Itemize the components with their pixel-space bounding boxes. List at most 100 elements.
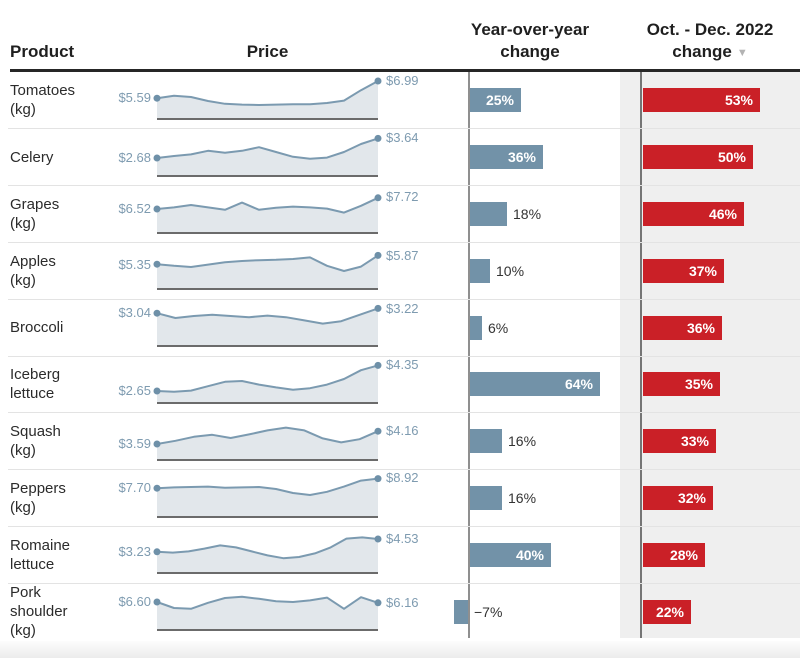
price-end-label: $6.99 bbox=[386, 73, 419, 88]
yoy-change-bar: 36% bbox=[470, 145, 543, 170]
yoy-change-value: 18% bbox=[513, 206, 542, 222]
sparkline-end-dot bbox=[374, 535, 382, 543]
period-change-value: 53% bbox=[724, 92, 753, 109]
price-sparkline bbox=[153, 252, 382, 291]
sparkline-end-dot bbox=[374, 427, 382, 435]
sparkline-start-dot bbox=[153, 94, 161, 102]
yoy-change-value: 25% bbox=[485, 92, 514, 109]
sparkline-line bbox=[156, 477, 379, 496]
product-label-line: Celery bbox=[10, 148, 54, 166]
product-label-line: (kg) bbox=[10, 215, 36, 232]
price-end-label: $3.64 bbox=[386, 130, 419, 146]
yoy-header-line2: change bbox=[500, 42, 560, 61]
column-header-product[interactable]: Product bbox=[10, 42, 75, 61]
price-start-label: $2.68 bbox=[118, 149, 151, 165]
sparkline-start-dot bbox=[153, 205, 161, 213]
period-change-bar: 46% bbox=[643, 202, 744, 226]
sparkline-start-dot bbox=[153, 261, 161, 269]
period-change-bar: 50% bbox=[643, 145, 753, 170]
period-change-value: 32% bbox=[677, 490, 706, 506]
price-start-label: $5.59 bbox=[118, 90, 151, 106]
sparkline-start-dot bbox=[153, 154, 161, 162]
sparkline-end-dot bbox=[374, 305, 382, 313]
sparkline-line bbox=[156, 595, 379, 610]
price-end-label: $4.16 bbox=[386, 423, 419, 438]
yoy-change-bar bbox=[470, 202, 507, 226]
price-sparkline bbox=[153, 595, 382, 632]
sparkline-area bbox=[157, 478, 378, 517]
product-label-line: lettuce bbox=[10, 555, 55, 573]
period-change-value: 33% bbox=[680, 433, 709, 450]
price-end-label: $7.72 bbox=[386, 189, 419, 205]
product-label-line: lettuce bbox=[10, 385, 55, 403]
sparkline-line bbox=[156, 254, 379, 273]
product-label-line: Peppers bbox=[10, 480, 66, 497]
period-change-bar: 33% bbox=[643, 429, 716, 454]
yoy-change-value: 16% bbox=[508, 490, 537, 506]
bottom-fade bbox=[0, 641, 800, 658]
product-label-line: (kg) bbox=[10, 499, 36, 516]
period-change-bar: 36% bbox=[643, 315, 722, 340]
product-label-line: shoulder bbox=[10, 603, 68, 621]
product-label: Peppers (kg) bbox=[10, 479, 140, 517]
sparkline-end-dot bbox=[374, 474, 382, 482]
period-change-value: 46% bbox=[708, 206, 737, 222]
price-sparkline bbox=[153, 193, 382, 234]
yoy-change-value: −7% bbox=[474, 603, 503, 620]
period-change-bar: 35% bbox=[643, 372, 720, 397]
row-separator bbox=[8, 412, 800, 414]
sparkline-area bbox=[157, 596, 378, 631]
period-change-bar: 37% bbox=[643, 258, 724, 283]
yoy-header-line1: Year-over-year bbox=[470, 20, 590, 39]
sparkline-line bbox=[156, 426, 379, 445]
sparkline-end-dot bbox=[374, 193, 382, 201]
product-label-line: (kg) bbox=[10, 442, 36, 460]
yoy-change-bar: 25% bbox=[470, 88, 521, 113]
yoy-change-bar: 40% bbox=[470, 542, 551, 567]
sort-desc-icon[interactable]: ▼ bbox=[736, 47, 748, 59]
product-label-line: Apples bbox=[10, 252, 56, 270]
price-end-label: $4.35 bbox=[386, 357, 419, 373]
yoy-change-bar bbox=[454, 599, 468, 624]
yoy-change-value: 6% bbox=[488, 319, 509, 336]
price-end-label: $5.87 bbox=[386, 247, 419, 263]
column-header-price[interactable]: Price bbox=[246, 42, 289, 61]
sparkline-area bbox=[157, 81, 378, 119]
period-axis-line bbox=[640, 72, 642, 638]
period-change-value: 35% bbox=[684, 376, 713, 393]
price-sparkline bbox=[153, 305, 382, 348]
sparkline-start-dot bbox=[153, 484, 161, 492]
sparkline-end-dot bbox=[374, 134, 382, 142]
column-header-yoy-change[interactable]: Year-over-year change bbox=[440, 19, 620, 63]
price-end-label: $3.22 bbox=[386, 300, 419, 316]
column-header-period-change[interactable]: Oct. - Dec. 2022 change ▼ bbox=[620, 19, 800, 64]
sparkline-line bbox=[156, 536, 379, 560]
sparkline-area bbox=[157, 365, 378, 403]
sparkline-start-dot bbox=[153, 440, 161, 448]
sparkline-end-dot bbox=[374, 252, 382, 260]
price-sparkline bbox=[153, 474, 382, 518]
product-label: Celery bbox=[10, 148, 140, 167]
sparkline-area bbox=[157, 197, 378, 233]
product-label-line: Tomatoes bbox=[10, 82, 76, 100]
sparkline-area bbox=[157, 138, 378, 176]
price-end-label: $6.16 bbox=[386, 595, 419, 610]
yoy-change-value: 64% bbox=[564, 376, 593, 393]
price-start-label: $3.04 bbox=[118, 305, 151, 321]
yoy-change-bar bbox=[470, 429, 502, 454]
product-label-line: (kg) bbox=[10, 271, 36, 289]
period-change-value: 37% bbox=[688, 262, 717, 279]
product-label-line: Pork bbox=[10, 584, 41, 602]
product-label: Tomatoes (kg) bbox=[10, 81, 140, 119]
sparkline-line bbox=[156, 80, 379, 106]
row-separator bbox=[8, 298, 800, 300]
price-sparkline bbox=[153, 535, 382, 575]
price-end-label: $8.92 bbox=[386, 470, 419, 486]
row-separator bbox=[8, 128, 800, 130]
period-change-value: 50% bbox=[717, 149, 746, 166]
product-label: Squash (kg) bbox=[10, 422, 140, 460]
price-start-label: $3.23 bbox=[118, 544, 151, 560]
period-change-bar: 22% bbox=[643, 599, 691, 624]
period-change-value: 22% bbox=[655, 603, 684, 620]
